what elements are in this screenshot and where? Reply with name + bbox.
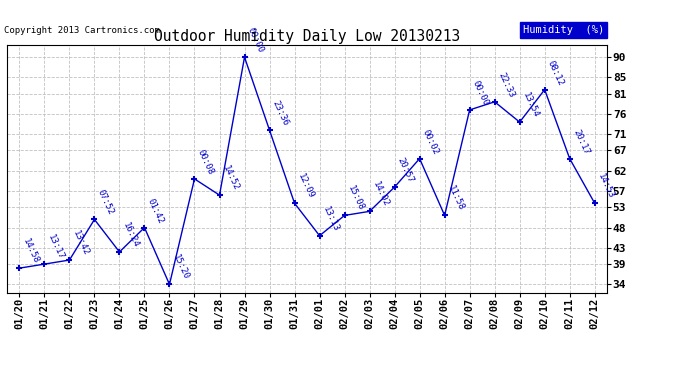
Text: 13:54: 13:54 bbox=[521, 91, 540, 119]
Text: 14:52: 14:52 bbox=[221, 164, 240, 192]
Text: Copyright 2013 Cartronics.com: Copyright 2013 Cartronics.com bbox=[4, 26, 160, 35]
Text: 14:02: 14:02 bbox=[371, 180, 391, 209]
Text: 11:58: 11:58 bbox=[446, 184, 466, 213]
Text: 20:57: 20:57 bbox=[396, 156, 415, 184]
Text: 15:08: 15:08 bbox=[346, 184, 366, 213]
Text: 07:52: 07:52 bbox=[96, 189, 115, 217]
Text: 08:12: 08:12 bbox=[546, 59, 566, 87]
Text: 14:53: 14:53 bbox=[596, 172, 615, 201]
Text: 13:17: 13:17 bbox=[46, 233, 66, 261]
Text: 22:33: 22:33 bbox=[496, 71, 515, 99]
Text: 00:02: 00:02 bbox=[421, 128, 440, 156]
Title: Outdoor Humidity Daily Low 20130213: Outdoor Humidity Daily Low 20130213 bbox=[154, 29, 460, 44]
Text: 16:24: 16:24 bbox=[121, 221, 140, 249]
Text: 00:08: 00:08 bbox=[196, 148, 215, 176]
Text: 20:17: 20:17 bbox=[571, 128, 591, 156]
Text: 01:42: 01:42 bbox=[146, 196, 166, 225]
Text: 23:36: 23:36 bbox=[271, 99, 290, 128]
Text: 14:58: 14:58 bbox=[21, 237, 40, 266]
Text: 13:42: 13:42 bbox=[71, 229, 90, 257]
Text: 15:20: 15:20 bbox=[171, 254, 190, 282]
Text: 00:00: 00:00 bbox=[246, 26, 266, 54]
Text: Humidity  (%): Humidity (%) bbox=[523, 25, 604, 35]
Text: 12:09: 12:09 bbox=[296, 172, 315, 201]
Text: 13:13: 13:13 bbox=[321, 205, 340, 233]
Text: 00:00: 00:00 bbox=[471, 79, 491, 107]
